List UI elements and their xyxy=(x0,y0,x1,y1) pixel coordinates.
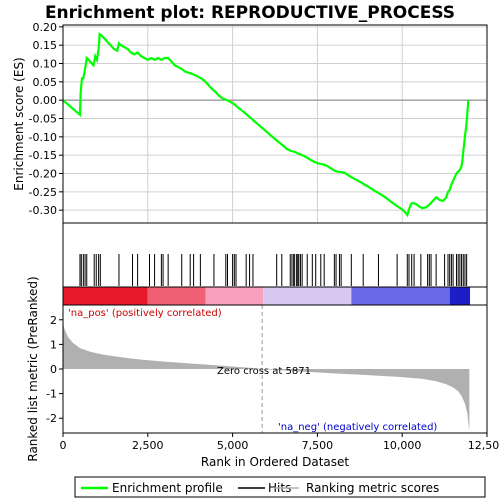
x-tick-label: 5,000 xyxy=(217,439,249,452)
metric-axis-ticks: 2 1 0 -1 -2 xyxy=(46,314,63,425)
metric-tick-label: 1 xyxy=(50,338,57,351)
es-tick-label: -0.20 xyxy=(29,168,57,181)
es-tick-label: 0.20 xyxy=(33,21,58,34)
x-tick-label: 7,500 xyxy=(302,439,334,452)
x-axis-ticks: 0 2,500 5,000 7,500 10,000 12,500 xyxy=(60,433,500,452)
chart-title: Enrichment plot: REPRODUCTIVE_PROCESS xyxy=(45,3,455,23)
hits-panel xyxy=(80,254,467,286)
heatmap-segment xyxy=(205,287,263,305)
x-tick-label: 0 xyxy=(60,439,67,452)
rank-heatmap xyxy=(63,287,470,305)
zero-cross-label: Zero cross at 5871 xyxy=(217,366,311,377)
legend-ranking-label: Ranking metric scores xyxy=(306,481,439,495)
heatmap-segment xyxy=(351,287,449,305)
x-axis-label: Rank in Ordered Dataset xyxy=(201,455,349,469)
enrichment-profile-line xyxy=(63,34,468,215)
es-line-layer xyxy=(63,34,468,215)
es-tick-label: 0.10 xyxy=(33,58,58,71)
x-tick-label: 12,500 xyxy=(468,439,500,452)
heatmap-segment xyxy=(450,287,470,305)
heatmap-segment xyxy=(263,287,351,305)
legend-enrichment-label: Enrichment profile xyxy=(112,481,223,495)
heatmap-segment xyxy=(63,287,148,305)
hits-panel-frame xyxy=(63,223,487,287)
es-tick-label: 0.15 xyxy=(33,39,58,52)
es-tick-label: -0.30 xyxy=(29,204,57,217)
es-tick-label: -0.25 xyxy=(29,186,57,199)
es-tick-label: -0.15 xyxy=(29,149,57,162)
neg-label: 'na_neg' (negatively correlated) xyxy=(278,422,437,433)
metric-tick-label: -1 xyxy=(46,388,57,401)
metric-axis-label: Ranked list metric (PreRanked) xyxy=(26,276,40,461)
es-tick-label: -0.05 xyxy=(29,113,57,126)
es-axis-label: Enrichment score (ES) xyxy=(12,57,26,190)
x-tick-label: 2,500 xyxy=(132,439,164,452)
metric-tick-label: -2 xyxy=(46,412,57,425)
es-tick-label: 0.05 xyxy=(33,76,58,89)
metric-tick-label: 2 xyxy=(50,314,57,327)
x-tick-label: 10,000 xyxy=(383,439,422,452)
pos-label: 'na_pos' (positively correlated) xyxy=(68,308,222,319)
es-tick-label: -0.10 xyxy=(29,131,57,144)
es-gridlines xyxy=(63,25,487,223)
legend: Enrichment profile Hits Ranking metric s… xyxy=(75,477,485,497)
metric-tick-label: 0 xyxy=(50,363,57,376)
heatmap-segment xyxy=(148,287,206,305)
es-tick-label: 0.00 xyxy=(33,94,58,107)
es-axis-ticks: 0.20 0.15 0.10 0.05 0.00 -0.05 -0.10 -0.15 -0.20… xyxy=(29,21,63,217)
es-panel-frame xyxy=(63,25,487,223)
